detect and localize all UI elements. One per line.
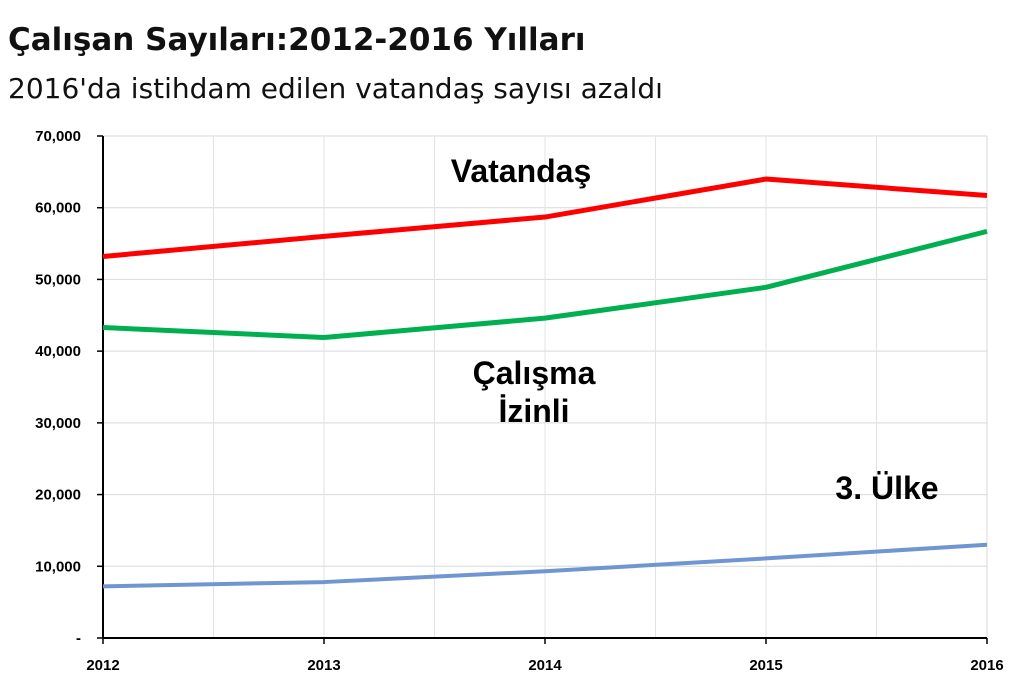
x-tick-label: 2013 (307, 657, 340, 674)
x-tick-label: 2016 (970, 657, 1003, 674)
series-label-3-ulke: 3. Ülke (835, 470, 938, 506)
y-tick-label: 20,000 (35, 487, 81, 504)
chart-axes (97, 135, 988, 644)
series-line-0 (102, 176, 988, 259)
y-tick-label: 30,000 (35, 415, 81, 432)
x-tick-label: 2012 (86, 657, 119, 674)
y-tick-label: 40,000 (35, 343, 81, 360)
page-subtitle: 2016'da istihdam edilen vatandaş sayısı … (8, 72, 663, 105)
y-tick-label: 70,000 (35, 128, 81, 145)
chart-grid (103, 135, 988, 638)
y-tick-label: 60,000 (35, 200, 81, 217)
y-tick-label: - (76, 630, 81, 647)
series-lines (102, 176, 988, 589)
y-tick-label: 10,000 (35, 558, 81, 575)
series-line-1 (102, 228, 988, 341)
y-tick-label: 50,000 (35, 271, 81, 288)
x-tick-label: 2014 (528, 657, 562, 674)
series-label-calisma-izinli-line1: Çalışma (473, 355, 596, 391)
page-title: Çalışan Sayıları:2012-2016 Yılları (8, 22, 586, 58)
x-axis-ticks: 2012 2013 2014 2015 2016 (86, 657, 1003, 674)
x-tick-label: 2015 (749, 657, 782, 674)
y-axis-ticks: - 10,000 20,000 30,000 40,000 50,000 60,000 70,… (35, 128, 81, 647)
series-label-calisma-izinli-line2: İzinli (498, 393, 569, 429)
series-line-2 (102, 542, 988, 589)
series-labels: Vatandaş Çalışma İzinli 3. Ülke (451, 153, 939, 506)
series-label-vatandas: Vatandaş (451, 153, 592, 189)
